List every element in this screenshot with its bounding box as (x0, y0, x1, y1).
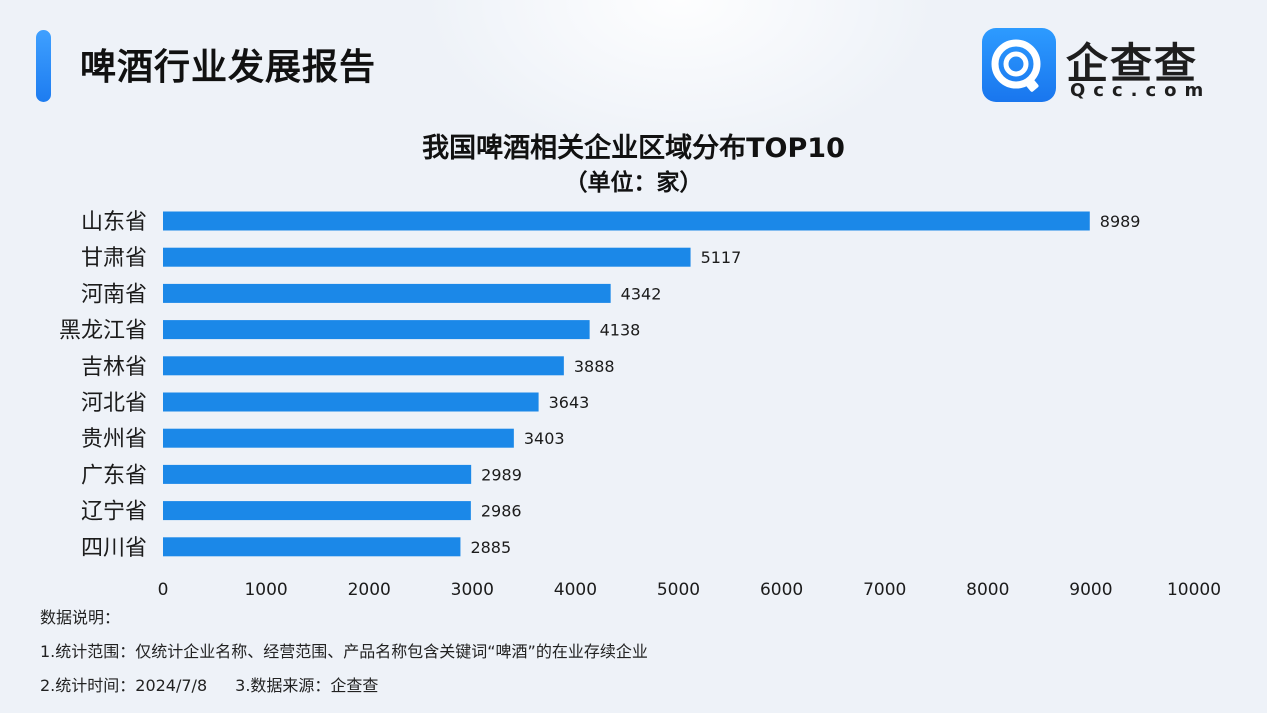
data-label: 3403 (524, 429, 565, 448)
x-tick-label: 7000 (863, 580, 906, 600)
qcc-logo: 企查查 Qcc.com (982, 28, 1232, 104)
category-label: 甘肃省 (81, 246, 147, 271)
bar (163, 428, 514, 448)
data-label: 2986 (481, 502, 522, 521)
bar (163, 320, 590, 340)
bar (163, 211, 1090, 231)
bar (163, 247, 691, 267)
x-tick-label: 10000 (1167, 580, 1221, 600)
x-tick-label: 3000 (451, 580, 494, 600)
category-label: 河南省 (81, 282, 147, 307)
bar (163, 501, 471, 521)
data-label: 8989 (1100, 212, 1141, 231)
bar-chart: 山东省 8989 甘肃省 5117 河南省 4342 黑龙江省 4138 吉林省 3888 河北省 3… (59, 210, 1221, 600)
category-label: 黑龙江省 (59, 319, 147, 344)
bar (163, 283, 611, 303)
x-tick-label: 5000 (657, 580, 700, 600)
bar (163, 356, 564, 376)
category-label: 河北省 (81, 391, 147, 416)
chart-title: 我国啤酒相关企业区域分布TOP10 (422, 133, 845, 164)
category-label: 广东省 (81, 463, 147, 488)
notes-time: 2.统计时间：2024/7/8 (40, 676, 208, 695)
notes-source: 3.数据来源：企查查 (235, 676, 379, 695)
data-label: 5117 (701, 248, 742, 267)
bar (163, 537, 461, 557)
data-label: 4138 (600, 321, 641, 340)
page-title: 啤酒行业发展报告 (80, 47, 377, 88)
category-label: 贵州省 (81, 427, 147, 452)
category-label: 山东省 (81, 210, 147, 235)
chart-subtitle: （单位：家） (564, 170, 703, 196)
notes-scope: 1.统计范围：仅统计企业名称、经营范围、产品名称包含关键词“啤酒”的在业存续企业 (40, 642, 648, 661)
x-tick-label: 2000 (348, 580, 391, 600)
data-label: 3643 (549, 393, 590, 412)
x-tick-label: 8000 (966, 580, 1009, 600)
notes-time-source: 2.统计时间：2024/7/8 3.数据来源：企查查 (40, 676, 648, 710)
bar (163, 392, 539, 412)
bar (163, 464, 472, 484)
x-tick-label: 4000 (554, 580, 597, 600)
x-tick-label: 6000 (760, 580, 803, 600)
notes-heading: 数据说明： (40, 608, 121, 627)
qcc-logo-icon (982, 28, 1056, 102)
header-accent-bar (36, 30, 51, 102)
data-notes: 数据说明： 1.统计范围：仅统计企业名称、经营范围、产品名称包含关键词“啤酒”的… (40, 608, 648, 710)
logo-name: 企查查 (1066, 39, 1199, 88)
data-label: 2989 (481, 465, 522, 484)
category-label: 吉林省 (81, 355, 147, 380)
x-tick-label: 0 (158, 580, 169, 600)
data-label: 2885 (470, 538, 511, 557)
x-tick-label: 9000 (1069, 580, 1112, 600)
data-label: 3888 (574, 357, 615, 376)
x-tick-label: 1000 (244, 580, 287, 600)
data-label: 4342 (621, 284, 662, 303)
category-label: 辽宁省 (81, 500, 147, 525)
category-label: 四川省 (81, 536, 147, 561)
logo-domain: Qcc.com (1070, 80, 1212, 101)
